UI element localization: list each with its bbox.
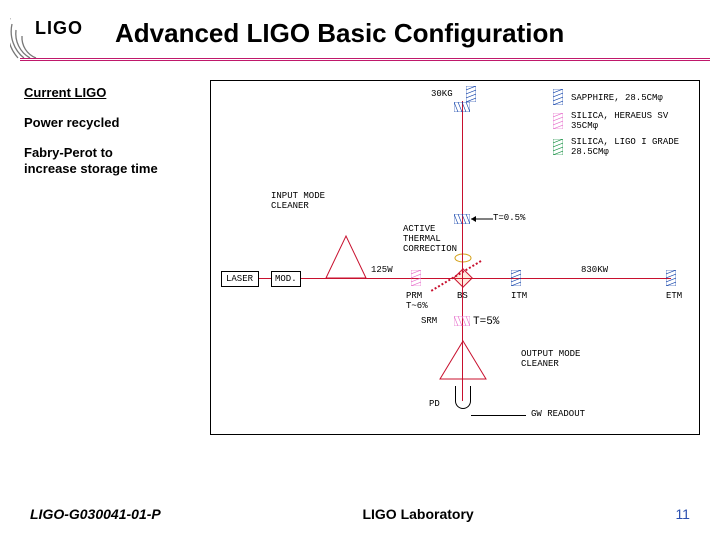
etm-mirror-icon	[666, 270, 676, 286]
label-830kw: 830KW	[581, 265, 608, 275]
label-t5: T=5%	[473, 316, 499, 328]
label-prm-b: T~6%	[406, 301, 428, 311]
label-atc-a: ACTIVE	[403, 224, 435, 234]
label-imc-b: CLEANER	[271, 201, 309, 211]
mirror-icon	[466, 86, 476, 102]
page-number: 11	[675, 506, 690, 522]
pd-leads-icon	[455, 386, 471, 401]
label-omc-b: CLEANER	[521, 359, 559, 369]
label-pd: PD	[429, 399, 440, 409]
legend-silica-sv-b: 35CMφ	[571, 121, 598, 131]
mirror-icon	[553, 139, 563, 155]
coupling-line-icon	[426, 256, 486, 296]
beam-line	[462, 101, 463, 278]
imc-triangle-icon	[316, 231, 376, 286]
itm-mirror-icon	[454, 214, 470, 224]
label-mod: MOD.	[275, 274, 297, 284]
side-line-2b: increase storage time	[24, 161, 158, 176]
page-title: Advanced LIGO Basic Configuration	[115, 18, 710, 49]
label-atc-b: THERMAL	[403, 234, 441, 244]
omc-triangle-icon	[436, 339, 491, 384]
label-srm: SRM	[421, 316, 437, 326]
etm-mirror-icon	[454, 102, 470, 112]
legend-mass: 30KG	[431, 89, 453, 99]
title-separator	[20, 58, 710, 61]
footer: LIGO-G030041-01-P LIGO Laboratory 11	[30, 506, 690, 522]
logo-text: LIGO	[35, 18, 83, 39]
ligo-logo: LIGO	[10, 10, 100, 60]
side-line-1: Power recycled	[24, 115, 119, 130]
lab-name: LIGO Laboratory	[362, 506, 473, 522]
label-laser: LASER	[226, 274, 253, 284]
prm-mirror-icon	[411, 270, 421, 286]
legend-silica-ligo-a: SILICA, LIGO I GRADE	[571, 137, 679, 147]
label-t05: T=0.5%	[493, 213, 525, 223]
side-heading: Current LIGO	[24, 85, 106, 100]
photodiode-icon	[455, 401, 471, 409]
srm-mirror-icon	[454, 316, 470, 326]
label-itm: ITM	[511, 291, 527, 301]
readout-line	[471, 415, 526, 416]
label-gw: GW READOUT	[531, 409, 585, 419]
beam-line	[259, 278, 271, 279]
legend-sapphire: SAPPHIRE, 28.5CMφ	[571, 93, 663, 103]
itm-mirror-icon	[511, 270, 521, 286]
mirror-icon	[553, 89, 563, 105]
legend-silica-ligo-b: 28.5CMφ	[571, 147, 609, 157]
mirror-icon	[553, 113, 563, 129]
label-atc-c: CORRECTION	[403, 244, 457, 254]
configuration-diagram: 30KG SAPPHIRE, 28.5CMφ SILICA, HERAEUS S…	[210, 80, 700, 435]
label-etm: ETM	[666, 291, 682, 301]
arrow-icon	[471, 214, 493, 224]
label-imc-a: INPUT MODE	[271, 191, 325, 201]
side-line-2a: Fabry-Perot to	[24, 145, 113, 160]
legend-silica-sv-a: SILICA, HERAEUS SV	[571, 111, 668, 121]
doc-id: LIGO-G030041-01-P	[30, 506, 161, 522]
label-prm-a: PRM	[406, 291, 422, 301]
label-125w: 125W	[371, 265, 393, 275]
label-omc-a: OUTPUT MODE	[521, 349, 580, 359]
